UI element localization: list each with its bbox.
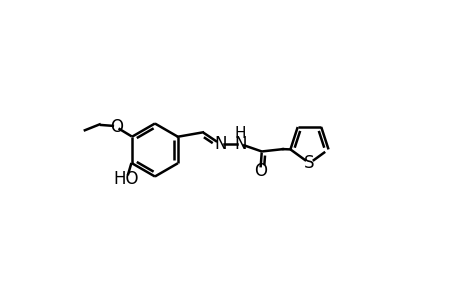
Text: N: N: [234, 135, 246, 153]
Text: S: S: [303, 154, 314, 172]
Text: O: O: [253, 163, 266, 181]
Text: O: O: [110, 118, 123, 136]
Text: N: N: [214, 135, 226, 153]
Text: H: H: [235, 126, 246, 141]
Text: HO: HO: [113, 170, 139, 188]
